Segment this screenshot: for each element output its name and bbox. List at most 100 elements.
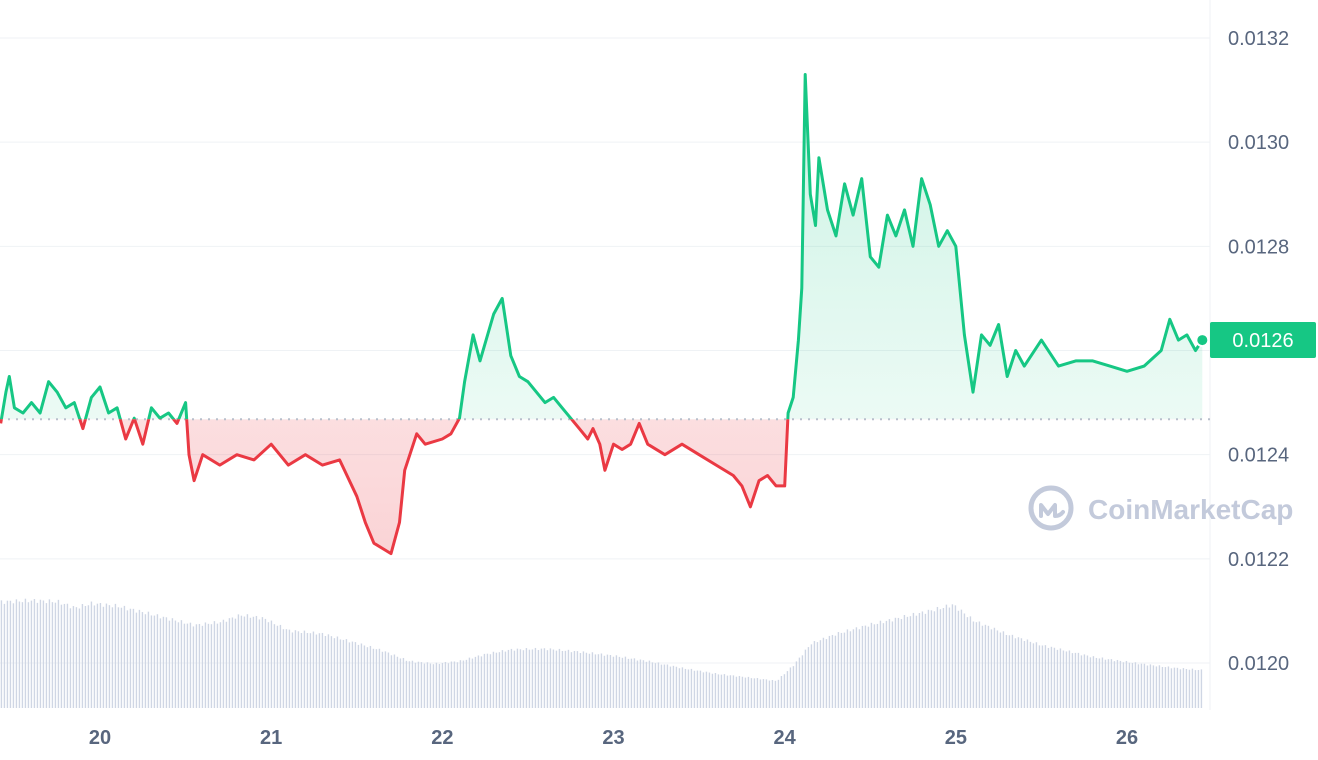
volume-bar bbox=[525, 648, 528, 708]
volume-bar bbox=[369, 645, 372, 708]
volume-bar bbox=[312, 631, 315, 708]
volume-bar bbox=[162, 616, 165, 708]
volume-bar bbox=[987, 625, 990, 708]
volume-bar bbox=[777, 679, 780, 708]
volume-bar bbox=[1047, 647, 1050, 708]
volume-bar bbox=[66, 603, 69, 708]
volume-bar bbox=[645, 661, 648, 708]
volume-bar bbox=[288, 629, 291, 708]
volume-bar bbox=[450, 661, 453, 708]
x-tick-label: 26 bbox=[1116, 727, 1138, 749]
volume-bar bbox=[1053, 647, 1056, 708]
volume-bar bbox=[291, 632, 294, 708]
volume-bar bbox=[612, 656, 615, 708]
volume-bar bbox=[246, 614, 249, 708]
volume-bar bbox=[861, 625, 864, 708]
volume-bar bbox=[456, 662, 459, 708]
volume-bar bbox=[156, 614, 159, 708]
volume-bar bbox=[213, 621, 216, 708]
volume-bar bbox=[930, 610, 933, 708]
volume-bar bbox=[24, 598, 27, 708]
volume-bar bbox=[813, 641, 816, 708]
volume-bar bbox=[1065, 651, 1068, 708]
volume-bar bbox=[381, 651, 384, 708]
volume-bar bbox=[159, 618, 162, 708]
volume-bar bbox=[198, 623, 201, 708]
volume-bar bbox=[501, 650, 504, 708]
volume-bar bbox=[447, 663, 450, 708]
volume-bar bbox=[573, 650, 576, 708]
volume-bar bbox=[273, 624, 276, 708]
volume-bar bbox=[393, 654, 396, 708]
volume-bar bbox=[348, 642, 351, 708]
volume-bar bbox=[0, 600, 3, 708]
volume-bar bbox=[675, 666, 678, 708]
volume-bar bbox=[321, 632, 324, 708]
y-tick-label: 0.0128 bbox=[1228, 236, 1289, 258]
volume-bar bbox=[708, 672, 711, 708]
volume-bar bbox=[636, 660, 639, 708]
volume-bar bbox=[216, 623, 219, 708]
volume-bar bbox=[423, 663, 426, 708]
volume-bar bbox=[1023, 640, 1026, 708]
volume-bar bbox=[669, 666, 672, 708]
volume-bar bbox=[249, 617, 252, 708]
volume-bar bbox=[411, 660, 414, 708]
volume-bar bbox=[1005, 634, 1008, 708]
price-line-up bbox=[0, 73, 1204, 420]
volume-bar bbox=[219, 622, 222, 708]
volume-bar bbox=[18, 601, 21, 708]
volume-bar bbox=[186, 623, 189, 708]
volume-bar bbox=[690, 668, 693, 708]
volume-bar bbox=[366, 647, 369, 708]
volume-bar bbox=[408, 661, 411, 708]
volume-bar bbox=[621, 657, 624, 708]
volume-bar bbox=[744, 677, 747, 708]
x-axis-ticks: 20 21 22 23 24 25 26 bbox=[89, 727, 1138, 749]
volume-bar bbox=[906, 616, 909, 708]
volume-bar bbox=[12, 603, 15, 708]
volume-bar bbox=[951, 604, 954, 708]
volume-bar bbox=[570, 652, 573, 708]
x-tick-label: 21 bbox=[260, 727, 282, 749]
volume-bar bbox=[759, 679, 762, 708]
coinmarketcap-watermark: CoinMarketCap bbox=[1028, 485, 1293, 531]
volume-bar bbox=[882, 623, 885, 708]
volume-bar bbox=[207, 623, 210, 708]
volume-bar bbox=[876, 623, 879, 708]
volume-bar bbox=[1200, 669, 1203, 708]
volume-bar bbox=[1161, 666, 1164, 708]
volume-bar bbox=[315, 634, 318, 708]
volume-bar bbox=[630, 658, 633, 708]
volume-bar bbox=[540, 648, 543, 708]
y-tick-label: 0.0132 bbox=[1228, 28, 1289, 50]
volume-bar bbox=[258, 619, 261, 708]
volume-bar bbox=[30, 600, 33, 708]
volume-bar bbox=[822, 637, 825, 708]
volume-bar bbox=[603, 655, 606, 708]
volume-bar bbox=[330, 636, 333, 708]
volume-bar bbox=[357, 644, 360, 708]
volume-bar bbox=[279, 624, 282, 708]
volume-bar bbox=[489, 654, 492, 708]
volume-bar bbox=[114, 603, 117, 708]
volume-bar bbox=[819, 640, 822, 708]
volume-bar bbox=[1077, 652, 1080, 708]
volume-bar bbox=[1152, 665, 1155, 708]
volume-bar bbox=[741, 676, 744, 708]
volume-bar bbox=[885, 620, 888, 708]
volume-bar bbox=[687, 669, 690, 708]
volume-bar bbox=[483, 653, 486, 708]
volume-bar bbox=[351, 641, 354, 708]
volume-bar bbox=[1062, 650, 1065, 708]
volume-bar bbox=[60, 604, 63, 708]
volume-bar bbox=[1095, 657, 1098, 708]
volume-bar bbox=[684, 668, 687, 708]
volume-bar bbox=[15, 599, 18, 708]
volume-bar bbox=[204, 622, 207, 708]
volume-bar bbox=[678, 668, 681, 708]
volume-bar bbox=[831, 634, 834, 708]
volume-bar bbox=[231, 617, 234, 708]
volume-bar bbox=[549, 648, 552, 708]
